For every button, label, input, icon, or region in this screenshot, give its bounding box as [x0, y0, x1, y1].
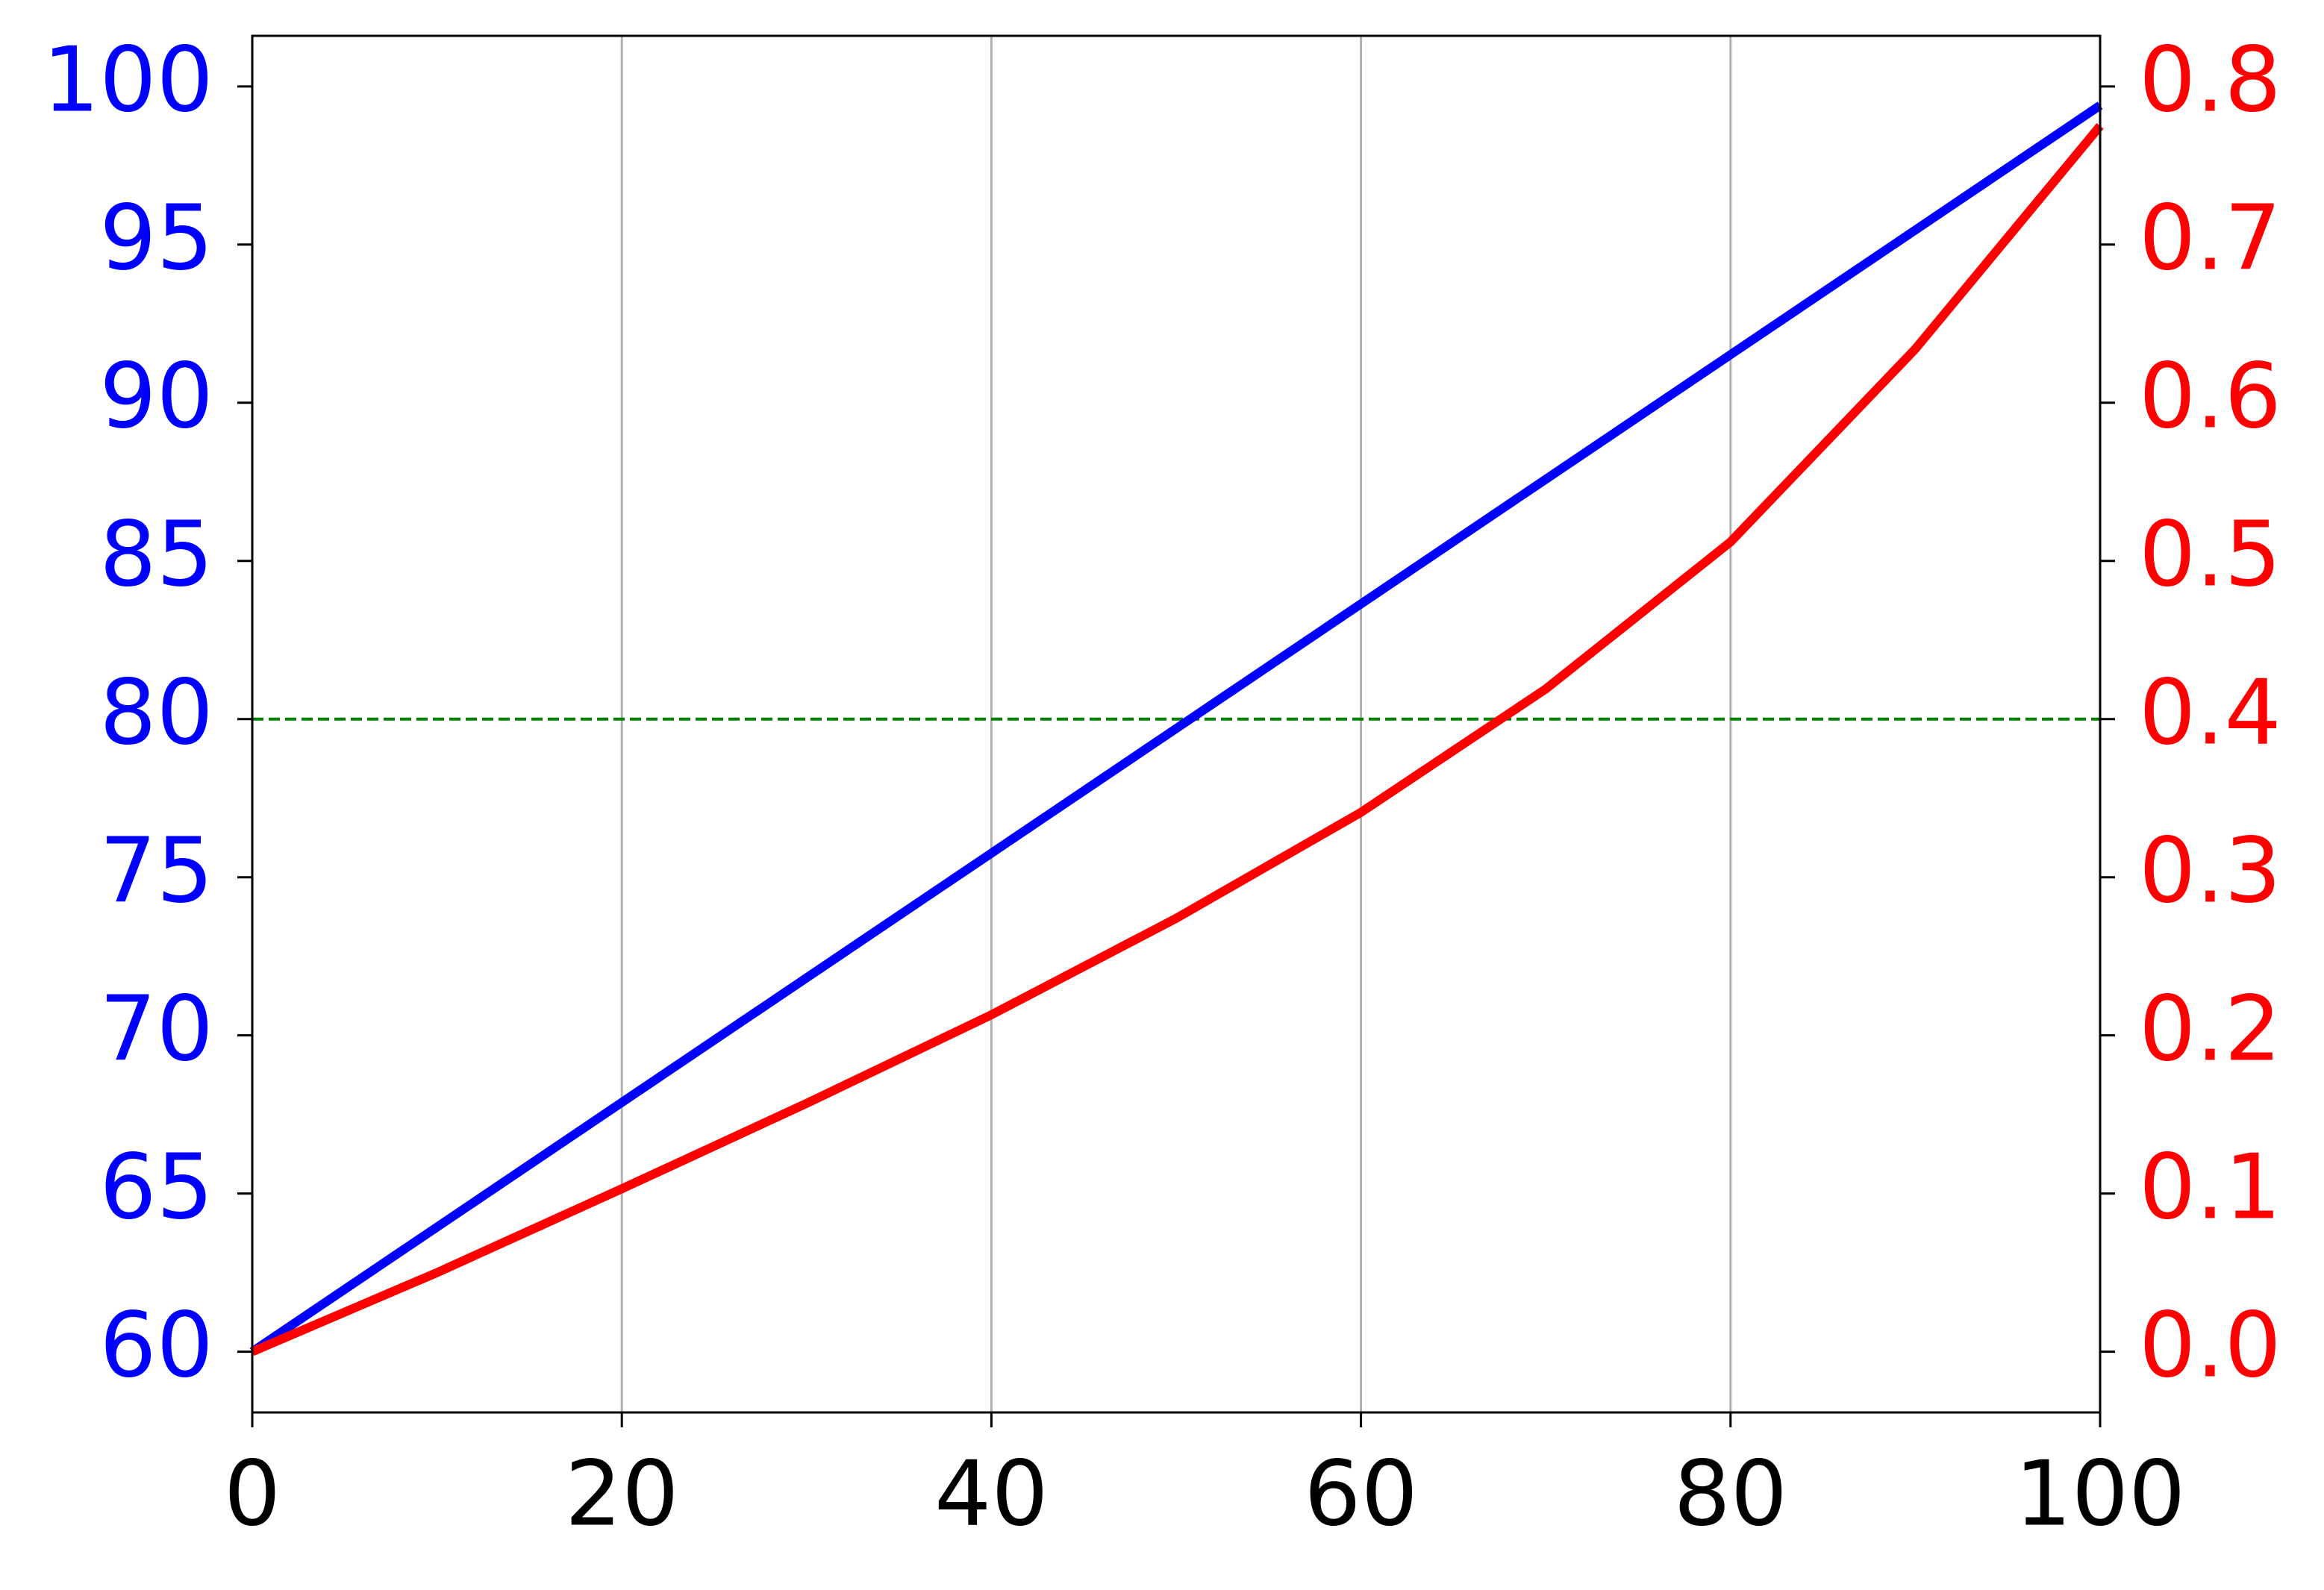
- x-tick-label: 40: [934, 1443, 1049, 1547]
- y-tick-label: 95: [99, 187, 213, 291]
- y-tick-label: 70: [99, 977, 213, 1081]
- y-tick-label: 65: [99, 1136, 213, 1239]
- y2-tick-label: 0.7: [2139, 187, 2281, 291]
- y2-tick-label: 0.1: [2139, 1136, 2281, 1239]
- y2-tick-label: 0.3: [2139, 819, 2281, 923]
- y-tick-label: 85: [99, 503, 213, 607]
- y2-tick-label: 0.0: [2139, 1294, 2281, 1397]
- x-tick-label: 100: [2014, 1443, 2185, 1547]
- line-series: [250, 122, 2104, 1356]
- y2-tick-label: 0.6: [2139, 345, 2281, 448]
- plot-frame: [251, 34, 2102, 1414]
- x-tick-label: 0: [224, 1443, 281, 1547]
- y2-tick-label: 0.8: [2139, 29, 2281, 133]
- line-series: [249, 101, 2103, 1356]
- x-tick-label: 80: [1673, 1443, 1787, 1547]
- y-tick-label: 80: [99, 661, 213, 765]
- y-tick-label: 90: [99, 345, 213, 448]
- y2-tick-label: 0.4: [2139, 661, 2281, 765]
- y2-tick-label: 0.2: [2139, 977, 2281, 1081]
- x-tick-label: 20: [565, 1443, 679, 1547]
- y-tick-label: 60: [99, 1294, 213, 1397]
- x-tick-label: 60: [1304, 1443, 1418, 1547]
- y2-tick-label: 0.5: [2139, 503, 2281, 607]
- y-tick-label: 100: [43, 29, 213, 133]
- y-tick-label: 75: [99, 819, 213, 923]
